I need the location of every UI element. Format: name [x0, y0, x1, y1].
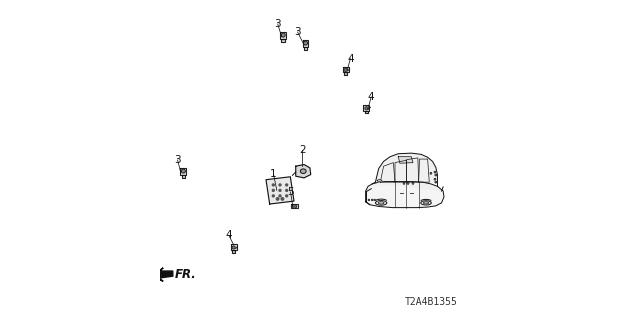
Circle shape	[434, 171, 436, 173]
Text: 3: 3	[174, 155, 181, 165]
Circle shape	[276, 198, 279, 200]
Circle shape	[279, 189, 281, 191]
Polygon shape	[303, 40, 308, 46]
Polygon shape	[344, 72, 348, 75]
Circle shape	[273, 189, 275, 191]
Polygon shape	[365, 111, 368, 113]
Text: T2A4B1355: T2A4B1355	[404, 297, 458, 307]
Circle shape	[279, 184, 281, 186]
Text: 4: 4	[225, 230, 232, 240]
Polygon shape	[156, 268, 173, 281]
Circle shape	[279, 195, 281, 197]
Polygon shape	[180, 168, 186, 174]
Ellipse shape	[424, 202, 429, 204]
Polygon shape	[296, 164, 311, 178]
Circle shape	[435, 174, 436, 176]
Circle shape	[344, 68, 348, 72]
Circle shape	[365, 107, 368, 110]
Circle shape	[285, 189, 287, 191]
Circle shape	[434, 178, 436, 180]
Text: 3: 3	[275, 19, 281, 29]
Circle shape	[281, 198, 284, 200]
Polygon shape	[398, 157, 413, 163]
Ellipse shape	[376, 201, 387, 205]
Circle shape	[412, 182, 414, 184]
Circle shape	[403, 182, 405, 184]
Text: 2: 2	[299, 145, 306, 156]
Polygon shape	[368, 153, 443, 191]
Polygon shape	[304, 46, 307, 50]
Circle shape	[374, 199, 376, 201]
Text: 5: 5	[287, 187, 294, 197]
Polygon shape	[364, 105, 369, 111]
Text: FR.: FR.	[174, 268, 196, 281]
Polygon shape	[182, 174, 185, 178]
Polygon shape	[232, 250, 236, 252]
Circle shape	[285, 195, 287, 197]
Text: 1: 1	[270, 169, 277, 180]
Polygon shape	[365, 181, 444, 208]
Circle shape	[303, 41, 308, 45]
Circle shape	[181, 169, 186, 173]
Circle shape	[232, 246, 236, 249]
Polygon shape	[266, 177, 294, 204]
Polygon shape	[291, 204, 298, 209]
Text: 4: 4	[368, 92, 374, 102]
Circle shape	[430, 172, 432, 174]
Circle shape	[285, 184, 287, 186]
Polygon shape	[282, 38, 285, 42]
Circle shape	[292, 204, 296, 209]
Circle shape	[273, 184, 275, 186]
Polygon shape	[342, 67, 349, 72]
Text: 4: 4	[347, 53, 354, 64]
Ellipse shape	[300, 169, 306, 173]
Circle shape	[435, 181, 436, 183]
Polygon shape	[377, 179, 382, 182]
Ellipse shape	[420, 201, 431, 205]
Circle shape	[281, 33, 285, 37]
Circle shape	[371, 199, 373, 201]
Circle shape	[273, 195, 275, 197]
Ellipse shape	[378, 202, 384, 204]
Circle shape	[407, 182, 409, 184]
Circle shape	[368, 199, 370, 201]
Polygon shape	[280, 32, 286, 38]
Text: 3: 3	[294, 27, 301, 37]
Polygon shape	[230, 244, 237, 250]
